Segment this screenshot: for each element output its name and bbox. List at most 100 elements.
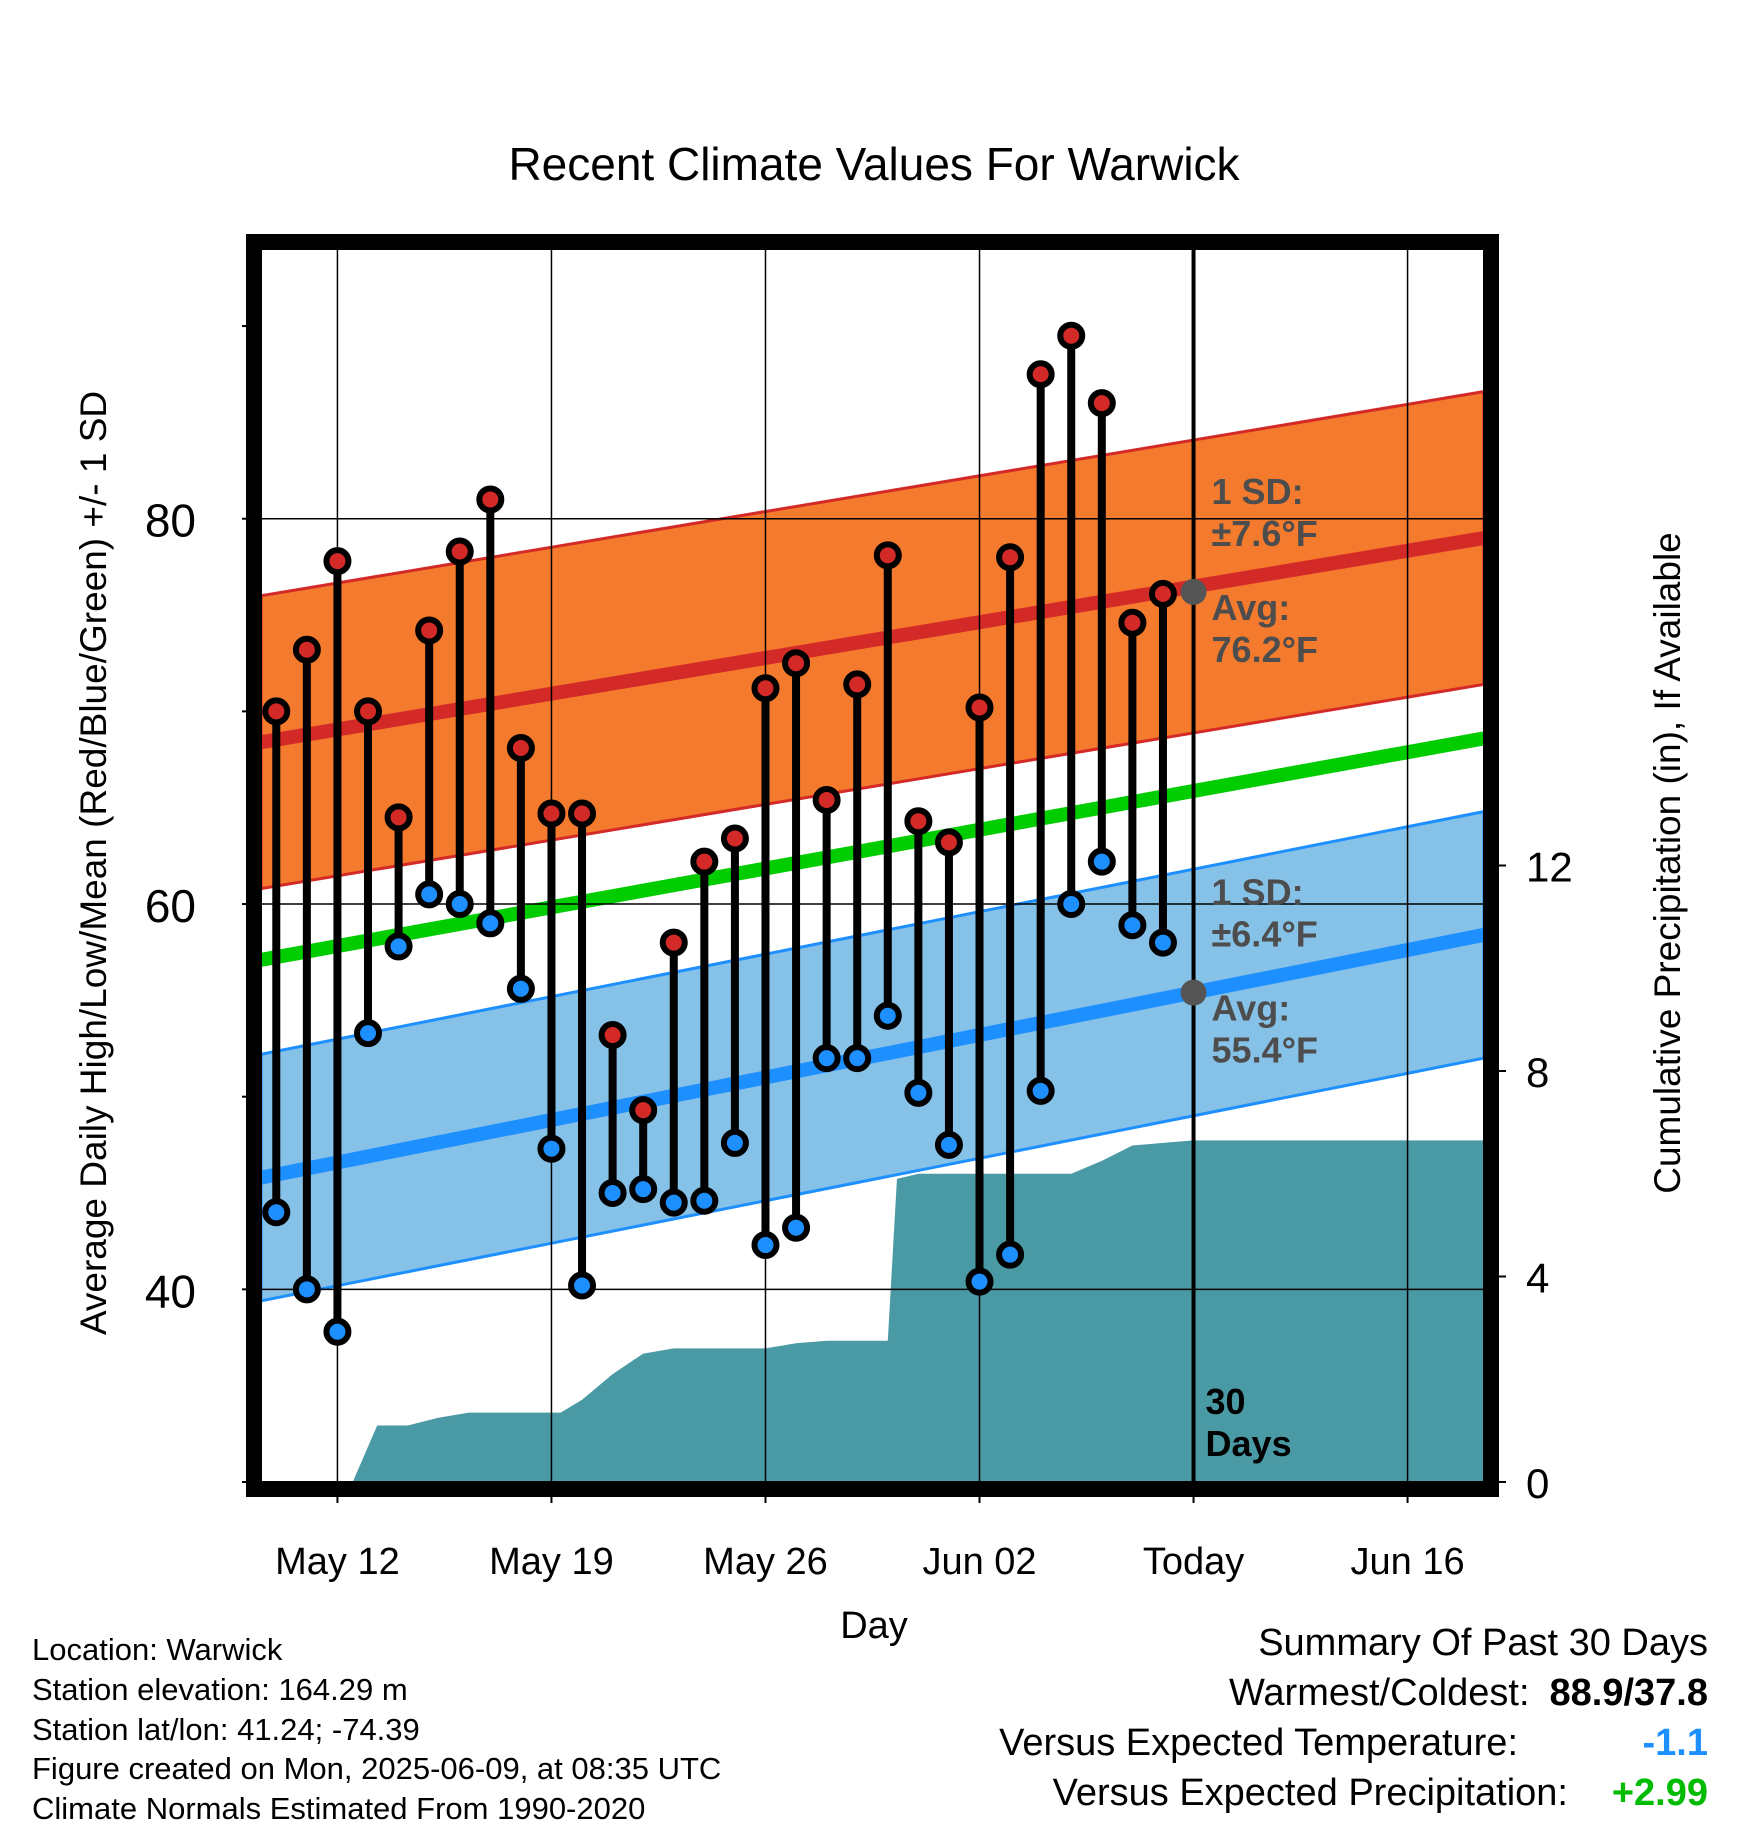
daily-low-point — [415, 880, 444, 909]
daily-high-point — [506, 733, 535, 762]
daily-low-point — [445, 890, 474, 919]
today-high-avg-marker — [1180, 578, 1207, 605]
daily-high-point — [720, 824, 749, 853]
daily-high-point — [384, 803, 413, 832]
x-axis-label: Day — [840, 1605, 908, 1647]
y-tick-label: 60 — [145, 880, 196, 932]
warmest-coldest-label: Warmest/Coldest: — [1228, 1672, 1530, 1714]
daily-low-point — [568, 1271, 597, 1300]
versus-expected-precip-value: +2.99 — [1611, 1772, 1708, 1814]
high-avg-value: 76.2°F — [1212, 629, 1318, 670]
daily-low-point — [843, 1044, 872, 1073]
normal-low-line — [261, 927, 1484, 1185]
low-sd-value: ±6.4°F — [1212, 914, 1318, 955]
today-days-number: 30 — [1206, 1381, 1246, 1422]
daily-low-point — [506, 974, 535, 1003]
daily-low-point — [1087, 847, 1116, 876]
y-tick-label: 80 — [145, 495, 196, 547]
high-sd-value: ±7.6°F — [1212, 513, 1318, 554]
daily-high-point — [598, 1021, 627, 1050]
daily-high-point — [996, 543, 1025, 572]
daily-high-point — [323, 547, 352, 576]
daily-low-point — [354, 1019, 383, 1048]
summary-warmest-row: Warmest/Coldest: 88.9/37.8 — [1229, 1672, 1708, 1715]
daily-high-point — [659, 928, 688, 957]
daily-high-point — [751, 674, 780, 703]
x-tick-label: May 26 — [703, 1541, 828, 1583]
plot-area — [261, 249, 1484, 1482]
daily-high-point — [934, 828, 963, 857]
daily-high-point — [812, 785, 841, 814]
daily-high-point — [354, 697, 383, 726]
x-tick-label: May 19 — [489, 1541, 614, 1583]
daily-high-point — [843, 670, 872, 699]
daily-low-point — [537, 1134, 566, 1163]
station-elevation: Station elevation: 164.29 m — [32, 1672, 408, 1707]
daily-low-point — [751, 1231, 780, 1260]
daily-low-point — [1118, 911, 1147, 940]
daily-high-point — [1087, 389, 1116, 418]
daily-high-point — [262, 697, 291, 726]
daily-low-point — [690, 1186, 719, 1215]
y2-tick-label: 12 — [1526, 844, 1573, 891]
daily-high-point — [1148, 579, 1177, 608]
daily-high-point — [690, 847, 719, 876]
daily-high-point — [445, 537, 474, 566]
summary-temp-row: Versus Expected Temperature: -1.1 — [999, 1722, 1708, 1765]
y-tick-label: 40 — [145, 1265, 196, 1317]
y2-tick-label: 8 — [1526, 1049, 1549, 1096]
daily-low-point — [629, 1175, 658, 1204]
y2-axis-label: Cumulative Precipitation (in), If Availa… — [1647, 532, 1688, 1194]
daily-low-point — [782, 1213, 811, 1242]
normal-high-line — [261, 531, 1484, 750]
y-axis-label: Average Daily High/Low/Mean (Red/Blue/Gr… — [73, 391, 114, 1335]
daily-high-point — [965, 693, 994, 722]
today-low-avg-marker — [1180, 979, 1207, 1006]
daily-high-point — [292, 635, 321, 664]
versus-expected-precip-label: Versus Expected Precipitation: — [1052, 1772, 1568, 1814]
low-avg-value: 55.4°F — [1212, 1030, 1318, 1071]
low-avg-label: Avg: — [1212, 988, 1291, 1029]
precipitation-area — [352, 1140, 1484, 1482]
daily-low-point — [384, 932, 413, 961]
daily-low-point — [965, 1267, 994, 1296]
figure-created: Figure created on Mon, 2025-06-09, at 08… — [32, 1751, 722, 1786]
daily-low-point — [323, 1317, 352, 1346]
daily-high-point — [904, 807, 933, 836]
daily-high-point — [1026, 360, 1055, 389]
summary-precip-row: Versus Expected Precipitation: +2.99 — [1053, 1772, 1708, 1815]
versus-expected-temp-label: Versus Expected Temperature: — [999, 1722, 1518, 1764]
daily-low-point — [873, 1001, 902, 1030]
versus-expected-temp-value: -1.1 — [1642, 1722, 1708, 1764]
daily-low-point — [934, 1130, 963, 1159]
daily-high-point — [476, 485, 505, 514]
daily-low-point — [812, 1044, 841, 1073]
daily-low-point — [1148, 928, 1177, 957]
daily-high-point — [629, 1096, 658, 1125]
y2-tick-label: 4 — [1526, 1255, 1549, 1302]
daily-low-point — [659, 1188, 688, 1217]
daily-high-point — [1118, 608, 1147, 637]
climate-normals-note: Climate Normals Estimated From 1990-2020 — [32, 1791, 646, 1826]
low-sd-label: 1 SD: — [1212, 872, 1304, 913]
x-tick-label: Jun 02 — [922, 1541, 1036, 1583]
daily-high-point — [415, 616, 444, 645]
high-avg-label: Avg: — [1212, 587, 1291, 628]
daily-high-point — [782, 649, 811, 678]
station-latlon: Station lat/lon: 41.24; -74.39 — [32, 1712, 420, 1747]
daily-low-point — [598, 1179, 627, 1208]
normal-mean-line — [261, 731, 1484, 967]
today-days-label: Days — [1206, 1423, 1292, 1464]
y2-tick-label: 0 — [1526, 1460, 1549, 1507]
daily-low-point — [720, 1128, 749, 1157]
daily-low-point — [262, 1198, 291, 1227]
daily-low-point — [476, 909, 505, 938]
x-tick-label: Jun 16 — [1351, 1541, 1465, 1583]
station-location: Location: Warwick — [32, 1632, 283, 1667]
daily-high-point — [568, 799, 597, 828]
high-sd-label: 1 SD: — [1212, 471, 1304, 512]
summary-title: Summary Of Past 30 Days — [1258, 1622, 1708, 1664]
warmest-coldest-value: 88.9/37.8 — [1549, 1672, 1708, 1714]
daily-low-point — [996, 1240, 1025, 1269]
chart-title: Recent Climate Values For Warwick — [508, 138, 1240, 190]
